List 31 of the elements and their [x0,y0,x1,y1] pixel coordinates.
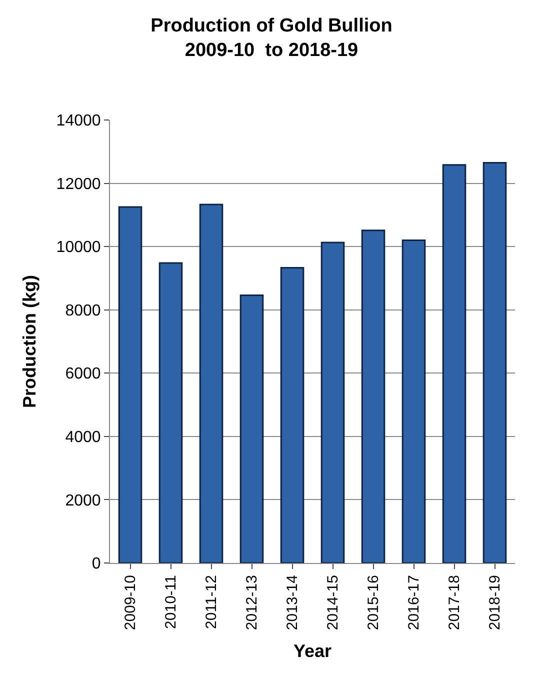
y-tick-label: 8000 [65,302,101,320]
x-tick-label: 2012-13 [244,575,261,630]
y-tick-label: 6000 [65,366,101,383]
bar [402,239,426,563]
bar [482,162,507,563]
x-tick-label: 2013-14 [284,575,302,630]
y-axis-title: Production (kg) [20,275,40,408]
x-tick-label: 2015-16 [365,575,382,630]
bar [158,262,183,563]
y-tick-label: 4000 [65,429,101,446]
x-axis-title: Year [293,641,332,662]
bar [361,230,386,563]
bar [442,164,466,563]
bar [280,267,304,563]
bar [240,294,264,563]
y-tick-label: 10000 [56,239,101,256]
x-tick-label: 2017-18 [446,575,464,630]
x-tick-label: 2014-15 [324,575,342,630]
bar [320,242,345,563]
bar [199,204,224,563]
y-tick-label: 12000 [56,176,101,193]
x-tick-label: 2018-19 [486,575,504,630]
chart-title: Production of Gold Bullion 2009-10 to 2018-19 [150,15,392,62]
x-tick-label: 2011-12 [203,575,220,629]
y-tick-label: 2000 [65,492,101,510]
x-tick-label: 2009-10 [122,575,140,630]
x-tick-label: 2010-11 [162,575,180,629]
x-tick-label: 2016-17 [406,575,423,630]
bar [118,206,142,563]
y-tick-label: 14000 [56,112,101,130]
y-tick-label: 0 [92,556,101,573]
